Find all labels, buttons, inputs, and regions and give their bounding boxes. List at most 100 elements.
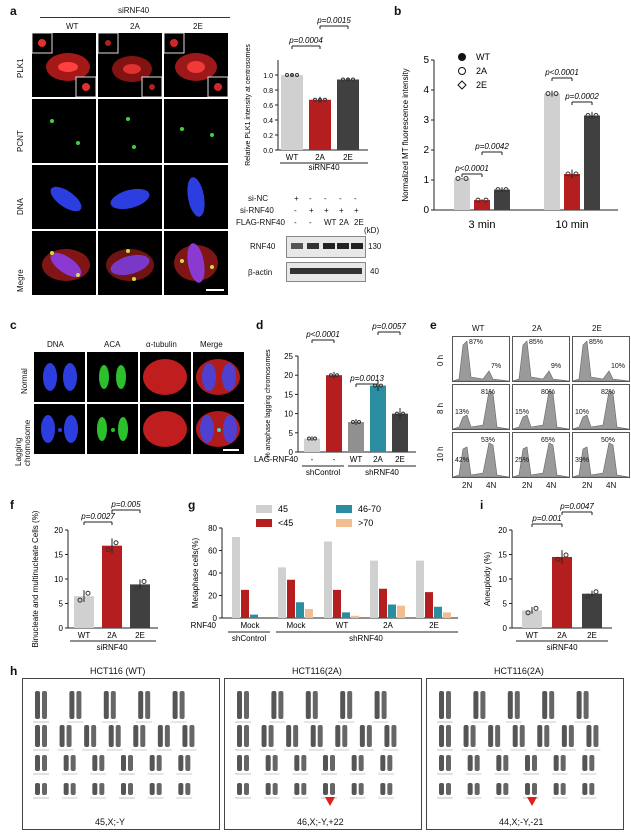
y-tick-label: 2 [423, 145, 429, 156]
x-tick-label: - [333, 455, 336, 464]
chromosome [342, 725, 348, 747]
histogram-curve [452, 390, 510, 430]
panel-a-label: a [10, 4, 17, 18]
chromosome [359, 725, 365, 747]
col-label-aca: ACA [104, 340, 121, 349]
bar-2e [337, 79, 359, 150]
blot-sign: 2E [354, 218, 364, 227]
row-label-lagging: Lagging chromosome [14, 419, 32, 466]
chromosome [532, 783, 537, 795]
chromosome [446, 691, 451, 719]
micrograph-c-lagging-merge [193, 404, 244, 454]
x-tick-label: 2E [395, 455, 405, 464]
pvalue-b3-label: p<0.0001 [544, 68, 579, 77]
bar-2e [582, 593, 602, 628]
pvalue-d2-label: p=0.0013 [349, 374, 384, 383]
data-point [85, 590, 91, 596]
flow-percent: 13% [455, 409, 470, 416]
karyotype-spread: 44,X;-Y,-21 [426, 678, 624, 830]
panel-f-label: f [10, 498, 14, 512]
chromosome [244, 691, 249, 719]
bar-series-0 [232, 537, 240, 618]
chromosome [589, 783, 595, 795]
chromosome [525, 783, 530, 795]
pvalue-a1-label: p=0.0004 [288, 36, 323, 45]
chromosome [237, 691, 242, 719]
col-label-atubulin: α-tubulin [146, 340, 177, 349]
chromosome [512, 725, 518, 747]
flow-percent: 87% [469, 339, 484, 346]
flow-row-label: 0 h [436, 354, 445, 366]
data-point [313, 97, 317, 102]
x-tick-label: WT [336, 621, 349, 630]
bar-series-2 [250, 614, 258, 618]
chromosome [446, 725, 451, 747]
chromosome [121, 755, 126, 771]
panel-c-label: c [10, 318, 17, 332]
chromosome [549, 691, 555, 719]
chromosome [59, 725, 65, 747]
data-point [585, 593, 591, 599]
micrograph-c-lagging-dna [34, 404, 85, 454]
y-tick-label: 0.2 [263, 133, 273, 140]
y-tick-label: 0 [423, 205, 429, 216]
micrograph-dna-wt [32, 165, 96, 229]
karyotype-title: HCT116 (WT) [90, 666, 146, 676]
micrograph-c-normal-aca [87, 352, 138, 402]
data-point [318, 97, 322, 102]
chromosome [286, 725, 292, 747]
flow-percent: 85% [589, 339, 604, 346]
chromosome [178, 783, 184, 795]
y-tick-label: 15 [498, 551, 507, 560]
data-point [483, 197, 489, 203]
chromosome [103, 691, 109, 719]
chromosome [387, 783, 393, 795]
chromosome [358, 755, 364, 771]
chromosome [351, 783, 357, 795]
blot-kd-label: (kD) [364, 226, 380, 235]
chromosome [473, 691, 479, 719]
data-point [555, 556, 561, 562]
chromosome [35, 691, 40, 719]
pvalue-a2-label: p=0.0015 [316, 16, 351, 25]
flow-percent: 65% [541, 437, 556, 444]
chromosome [384, 725, 390, 747]
chromosome [463, 725, 469, 747]
panel-d-label: d [256, 318, 264, 332]
chromosome [330, 755, 335, 771]
karyotype-spread: 45,X;-Y [22, 678, 220, 830]
chromosome [560, 783, 566, 795]
flow-percent: 80% [541, 389, 556, 396]
x-tick-label: 2E [343, 153, 353, 162]
chromosome [576, 691, 582, 719]
bar [304, 438, 320, 452]
chromosome [519, 725, 525, 747]
x-tick-label: 2A [557, 631, 567, 640]
col-label-2e: 2E [193, 22, 203, 31]
chromosome [532, 755, 537, 771]
y-tick-label: 0 [503, 624, 508, 633]
bar-2a [564, 174, 580, 210]
chromosome [391, 725, 397, 747]
flow-row-label: 10 h [436, 446, 445, 462]
blot-sign: - [309, 194, 312, 203]
flow-percent: 81% [481, 389, 496, 396]
y-tick-label: 80 [208, 524, 217, 533]
blot-band [337, 243, 349, 249]
y-tick-label: 0.8 [263, 88, 273, 95]
x-tick-label: 2A [373, 455, 383, 464]
x-tick-label: Mock [286, 621, 306, 630]
legend-label: 46-70 [358, 504, 381, 514]
chromosome [380, 783, 386, 795]
data-point [401, 411, 405, 416]
chart-mt-fluorescence: 0 1 2 3 4 5 Normalized MT fluorescence intensi… [401, 52, 618, 231]
chromosome [582, 783, 588, 795]
chromosome [560, 755, 566, 771]
blot-band [290, 268, 362, 274]
blot-sign: WT [324, 218, 337, 227]
micrograph-c-normal-dna [34, 352, 85, 402]
chromosome [244, 725, 249, 747]
flow-col-label: 2A [532, 324, 542, 333]
chromosome [92, 755, 98, 771]
chromosome [128, 783, 133, 795]
